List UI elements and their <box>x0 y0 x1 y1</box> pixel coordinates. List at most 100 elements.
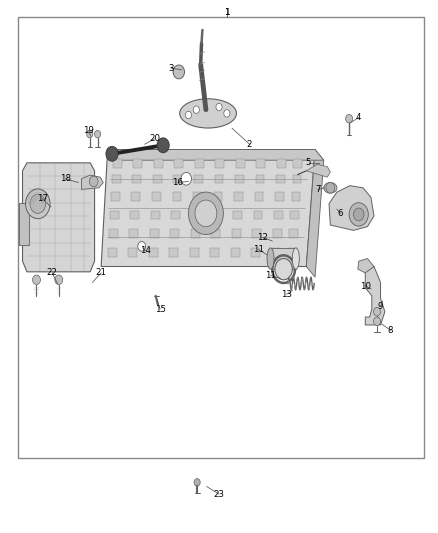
Bar <box>254 192 263 200</box>
Bar <box>133 159 142 168</box>
Bar <box>274 211 283 219</box>
Bar <box>110 211 119 219</box>
Bar <box>271 248 296 269</box>
Circle shape <box>157 138 169 153</box>
Bar <box>111 192 120 200</box>
Circle shape <box>224 110 230 117</box>
Bar <box>190 248 198 257</box>
Bar <box>113 159 121 168</box>
Polygon shape <box>101 150 315 266</box>
Text: 9: 9 <box>378 302 383 311</box>
Bar <box>275 192 284 200</box>
Bar <box>174 159 183 168</box>
Circle shape <box>193 106 199 114</box>
Circle shape <box>326 182 335 193</box>
Bar <box>193 192 202 200</box>
Circle shape <box>181 172 191 185</box>
Text: 20: 20 <box>149 134 160 143</box>
Text: 2: 2 <box>247 140 252 149</box>
Polygon shape <box>22 163 95 272</box>
Bar <box>293 174 301 183</box>
Bar <box>154 159 162 168</box>
Bar <box>290 211 299 219</box>
Bar <box>112 174 120 183</box>
Bar <box>273 230 282 238</box>
Text: 1: 1 <box>224 8 230 17</box>
Bar <box>254 211 262 219</box>
Bar <box>173 174 182 183</box>
Text: 14: 14 <box>140 246 151 255</box>
Text: 1: 1 <box>224 9 230 18</box>
Circle shape <box>195 200 217 227</box>
Polygon shape <box>81 175 103 189</box>
Circle shape <box>95 131 101 138</box>
Bar <box>192 211 201 219</box>
Polygon shape <box>306 150 324 277</box>
Bar <box>293 159 302 168</box>
Circle shape <box>374 317 381 326</box>
Bar <box>251 248 260 257</box>
Bar <box>152 192 161 200</box>
Polygon shape <box>329 185 374 230</box>
Text: 21: 21 <box>95 269 106 277</box>
Bar <box>108 248 117 257</box>
Bar <box>194 174 203 183</box>
Text: 18: 18 <box>60 174 71 183</box>
Bar <box>131 192 140 200</box>
Circle shape <box>349 203 368 226</box>
Bar <box>151 211 160 219</box>
Bar <box>272 248 281 257</box>
Bar <box>129 230 138 238</box>
Circle shape <box>185 111 191 119</box>
Polygon shape <box>306 165 330 177</box>
Bar <box>233 211 242 219</box>
Polygon shape <box>365 266 385 325</box>
Circle shape <box>374 308 381 316</box>
Text: 11: 11 <box>265 271 276 280</box>
Bar <box>150 230 159 238</box>
Circle shape <box>32 275 40 285</box>
Bar <box>132 174 141 183</box>
Bar <box>277 159 286 168</box>
Text: 3: 3 <box>168 64 174 72</box>
Circle shape <box>89 176 98 187</box>
Bar <box>149 248 158 257</box>
Bar <box>256 159 265 168</box>
Bar <box>234 192 243 200</box>
Text: 23: 23 <box>213 489 225 498</box>
Ellipse shape <box>324 182 337 193</box>
Circle shape <box>353 208 364 221</box>
Bar <box>236 159 245 168</box>
Bar <box>290 230 298 238</box>
Text: 4: 4 <box>356 113 361 122</box>
Bar <box>173 192 181 200</box>
Circle shape <box>55 275 63 285</box>
Circle shape <box>194 479 200 486</box>
Bar <box>232 230 241 238</box>
Bar <box>210 248 219 257</box>
Bar <box>292 192 300 200</box>
Circle shape <box>138 241 146 251</box>
Ellipse shape <box>173 68 184 76</box>
Circle shape <box>188 192 223 235</box>
Circle shape <box>30 194 46 213</box>
Text: 19: 19 <box>84 126 94 135</box>
Circle shape <box>25 189 50 219</box>
Text: 7: 7 <box>315 185 321 194</box>
Bar <box>153 174 162 183</box>
Bar <box>170 230 179 238</box>
Text: 6: 6 <box>338 209 343 218</box>
Text: 12: 12 <box>257 233 268 242</box>
Bar <box>212 230 220 238</box>
Bar <box>171 211 180 219</box>
Ellipse shape <box>292 248 299 269</box>
Circle shape <box>87 131 93 138</box>
Bar <box>231 248 240 257</box>
Bar <box>195 159 204 168</box>
Ellipse shape <box>275 259 292 280</box>
Bar <box>288 248 297 257</box>
Text: 13: 13 <box>281 289 292 298</box>
Polygon shape <box>358 259 374 273</box>
Bar <box>235 174 244 183</box>
Circle shape <box>173 65 184 79</box>
